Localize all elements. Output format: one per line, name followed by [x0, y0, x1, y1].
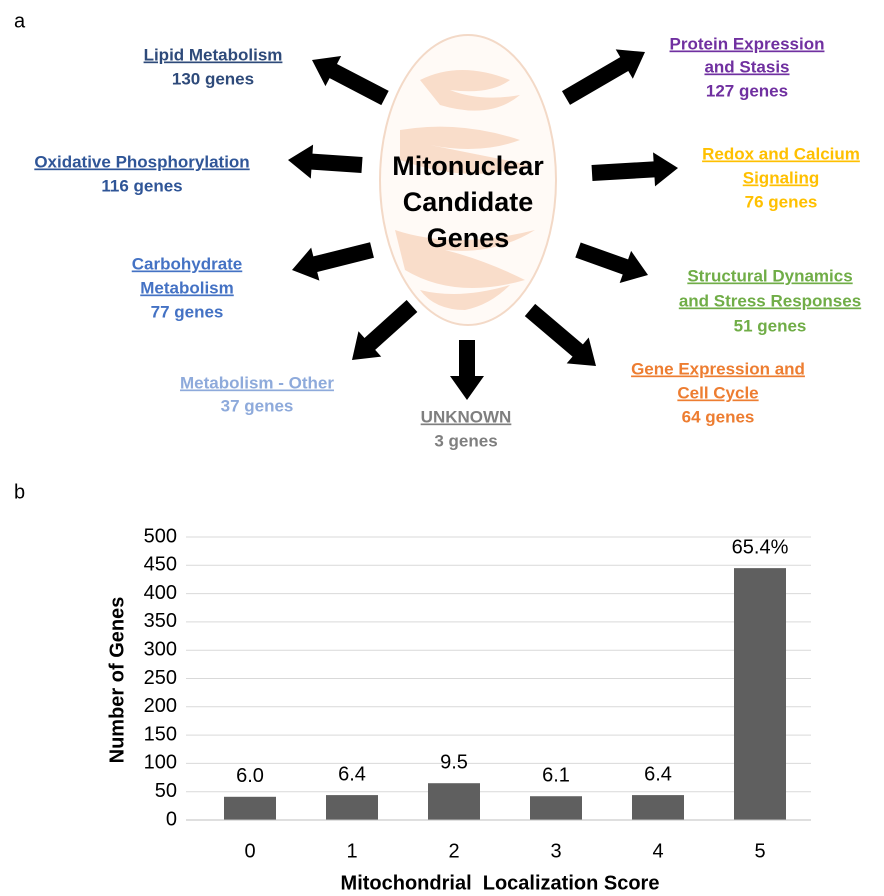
x-tick-label: 5	[754, 840, 765, 862]
y-tick-label: 50	[155, 780, 177, 802]
arrow	[312, 56, 389, 106]
bar	[326, 795, 378, 820]
arrow	[450, 340, 484, 400]
group-title: UNKNOWN	[421, 407, 512, 426]
group-title: and Stress Responses	[679, 291, 861, 310]
group-count: 130 genes	[172, 69, 254, 88]
group-count: 64 genes	[682, 407, 755, 426]
group-title: Protein Expression	[670, 34, 825, 53]
group-title: Structural Dynamics	[687, 266, 852, 285]
bar	[530, 796, 582, 820]
center-label: Candidate	[403, 187, 534, 217]
group-title: Redox and Calcium	[702, 144, 860, 163]
group-title: Gene Expression and	[631, 359, 805, 378]
y-tick-label: 0	[166, 808, 177, 830]
group-title: Metabolism	[140, 278, 234, 297]
group-count: 77 genes	[151, 302, 224, 321]
data-label: 65.4%	[732, 536, 789, 558]
group-count: 51 genes	[734, 316, 807, 335]
panel-label: b	[14, 481, 25, 503]
arrow	[524, 303, 596, 366]
y-tick-label: 400	[144, 582, 177, 604]
group-count: 37 genes	[221, 396, 294, 415]
arrow	[561, 49, 645, 105]
panel-label: a	[14, 10, 26, 32]
x-tick-label: 4	[652, 840, 663, 862]
group-title: Lipid Metabolism	[144, 45, 283, 64]
data-label: 6.4	[338, 763, 366, 785]
x-tick-label: 3	[550, 840, 561, 862]
arrow	[352, 300, 418, 360]
bar	[632, 795, 684, 820]
center-label: Genes	[427, 223, 510, 253]
group-count: 3 genes	[434, 431, 497, 450]
group-count: 76 genes	[745, 192, 818, 211]
group-title: Signaling	[743, 168, 820, 187]
x-tick-label: 1	[346, 840, 357, 862]
group-title: Cell Cycle	[677, 383, 758, 402]
group-count: 127 genes	[706, 81, 788, 100]
y-tick-label: 500	[144, 525, 177, 547]
arrow	[591, 152, 678, 187]
y-tick-label: 350	[144, 610, 177, 632]
y-tick-label: 250	[144, 667, 177, 689]
arrow	[292, 242, 374, 281]
x-tick-label: 2	[448, 840, 459, 862]
data-label: 6.0	[236, 765, 264, 787]
group-title: Metabolism - Other	[180, 373, 334, 392]
y-axis-title: Number of Genes	[106, 597, 128, 764]
bar	[224, 796, 276, 820]
bar	[428, 783, 480, 820]
group-title: and Stasis	[704, 57, 789, 76]
y-tick-label: 150	[144, 723, 177, 745]
mitochondrion	[379, 34, 557, 326]
group-title: Carbohydrate	[132, 254, 243, 273]
y-tick-label: 200	[144, 695, 177, 717]
center-label: Mitonuclear	[392, 151, 544, 181]
arrow	[288, 144, 363, 179]
data-label: 9.5	[440, 751, 468, 773]
y-tick-label: 450	[144, 554, 177, 576]
y-tick-label: 100	[144, 752, 177, 774]
bar	[734, 568, 786, 820]
y-tick-label: 300	[144, 638, 177, 660]
arrow	[575, 242, 648, 283]
x-axis-title: Mitochondrial Localization Score	[341, 872, 660, 894]
group-count: 116 genes	[101, 176, 182, 195]
group-title: Oxidative Phosphorylation	[34, 152, 249, 171]
data-label: 6.1	[542, 765, 570, 787]
x-tick-label: 0	[244, 840, 255, 862]
data-label: 6.4	[644, 763, 672, 785]
